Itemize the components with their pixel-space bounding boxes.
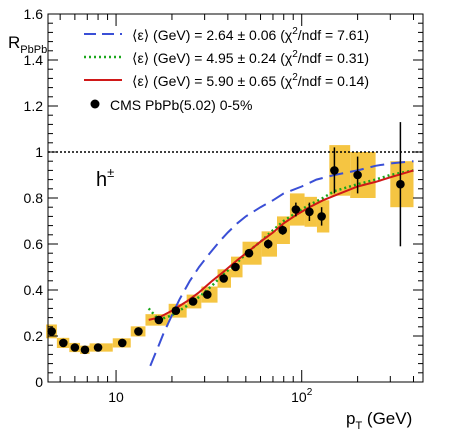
x-tick-label-0: 10	[108, 389, 124, 405]
particle-annotation-base: h	[96, 169, 107, 191]
x-tick-label-1: 102	[291, 387, 313, 405]
data-point-17	[305, 207, 314, 217]
y-tick-label-4: 0.8	[24, 190, 44, 206]
data-point-21	[396, 179, 405, 189]
model-curves	[147, 160, 414, 367]
legend-label-2-post: /ndf = 0.14)	[298, 73, 369, 89]
particle-annotation-sup: ±	[107, 165, 114, 180]
x-axis-title-sub: T	[355, 420, 362, 432]
data-point-9	[188, 297, 198, 306]
y-tick-label-1: 0.2	[24, 328, 44, 344]
data-point-5	[117, 338, 127, 348]
data-point-3	[80, 345, 90, 355]
data-point-12	[231, 262, 240, 272]
legend-label-0-sup: 2	[292, 26, 298, 37]
y-tick-label-7: 1.4	[24, 52, 44, 68]
data-point-13	[244, 248, 254, 258]
legend-label-2-sup: 2	[292, 72, 298, 83]
data-point-14	[263, 239, 273, 249]
legend-label-data: CMS PbPb(5.02) 0-5%	[110, 97, 252, 113]
data-point-6	[134, 327, 143, 336]
y-tick-label-6: 1.2	[24, 98, 44, 114]
data-point-15	[278, 225, 288, 235]
legend-label-2: ⟨ε⟩ (GeV) = 5.90 ± 0.65 (χ2/ndf = 0.14)	[132, 72, 369, 89]
data-point-7	[154, 315, 164, 325]
legend-marker	[90, 99, 100, 109]
data-point-20	[353, 170, 362, 180]
curve-solid-2	[148, 169, 414, 321]
data-point-10	[202, 290, 212, 299]
y-axis-title-main: R	[8, 33, 20, 52]
x-axis-title-main: p	[346, 409, 355, 428]
data-point-1	[59, 338, 68, 348]
y-tick-label-5: 1	[35, 144, 43, 160]
legend-label-1-pre: ⟨ε⟩ (GeV) = 4.95 ± 0.24 (χ	[132, 50, 293, 66]
x-axis-title-unit: (GeV)	[362, 409, 412, 428]
data-point-4	[93, 343, 103, 352]
legend-label-0-pre: ⟨ε⟩ (GeV) = 2.64 ± 0.06 (χ	[132, 27, 293, 43]
data-point-2	[70, 343, 80, 352]
curve-dashed-0	[149, 160, 414, 367]
data-point-8	[171, 306, 181, 316]
y-axis-title-sub: PbPb	[20, 44, 47, 56]
data-points	[47, 122, 405, 355]
x-tick-label-base: 10	[291, 389, 307, 405]
data-point-16	[291, 205, 301, 214]
legend: ⟨ε⟩ (GeV) = 2.64 ± 0.06 (χ2/ndf = 7.61) …	[84, 26, 369, 113]
y-axis-title: RPbPb	[8, 33, 47, 56]
x-axis-title: pT (GeV)	[346, 409, 412, 432]
x-tick-label-base: 10	[108, 389, 124, 405]
data-point-18	[317, 212, 326, 221]
legend-label-0: ⟨ε⟩ (GeV) = 2.64 ± 0.06 (χ2/ndf = 7.61)	[132, 26, 369, 43]
particle-annotation: h±	[96, 165, 114, 191]
legend-label-1-sup: 2	[292, 49, 298, 60]
legend-label-0-post: /ndf = 7.61)	[298, 27, 369, 43]
legend-label-2-pre: ⟨ε⟩ (GeV) = 5.90 ± 0.65 (χ	[132, 73, 293, 89]
data-point-11	[219, 274, 228, 283]
axes: 00.20.40.60.811.21.41.610 102	[24, 6, 423, 405]
legend-label-1-post: /ndf = 0.31)	[298, 50, 369, 66]
legend-label-1: ⟨ε⟩ (GeV) = 4.95 ± 0.24 (χ2/ndf = 0.31)	[132, 49, 369, 66]
y-tick-label-2: 0.4	[24, 282, 44, 298]
data-point-0	[47, 327, 56, 336]
y-tick-label-0: 0	[35, 374, 43, 390]
x-tick-label-exp: 2	[307, 387, 313, 398]
data-point-19	[330, 166, 339, 175]
y-tick-label-8: 1.6	[24, 6, 44, 22]
y-tick-label-3: 0.6	[24, 236, 44, 252]
